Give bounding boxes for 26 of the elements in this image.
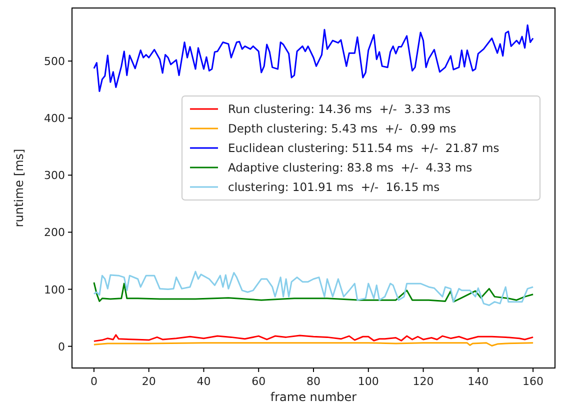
x-tick-label: 160 xyxy=(522,375,544,388)
x-tick-label: 100 xyxy=(358,375,379,388)
y-axis-title: runtime [ms] xyxy=(12,148,26,228)
y-tick-label: 400 xyxy=(44,112,65,126)
legend-label: Adaptive clustering: 83.8 ms +/- 4.33 ms xyxy=(228,160,472,174)
y-tick-label: 300 xyxy=(44,169,65,182)
legend-label: clustering: 101.91 ms +/- 16.15 ms xyxy=(228,180,440,194)
y-tick-label: 0 xyxy=(58,340,65,354)
line-series xyxy=(93,24,534,92)
y-tick-label: 100 xyxy=(44,283,65,296)
legend-label: Run clustering: 14.36 ms +/- 3.33 ms xyxy=(228,102,451,116)
x-tick-label: 0 xyxy=(90,375,98,388)
x-tick-label: 20 xyxy=(142,375,156,388)
x-axis-title: frame number xyxy=(270,390,357,404)
line-series xyxy=(93,282,534,303)
y-tick-label: 200 xyxy=(44,226,65,240)
legend-label: Euclidean clustering: 511.54 ms +/- 21.87 ms xyxy=(228,141,500,155)
x-tick-label: 140 xyxy=(468,375,489,388)
legend-label: Depth clustering: 5.43 ms +/- 0.99 ms xyxy=(228,122,456,136)
line-series xyxy=(93,334,534,342)
x-tick-label: 120 xyxy=(412,375,434,388)
x-tick-label: 60 xyxy=(252,375,266,388)
x-tick-label: 40 xyxy=(196,375,211,388)
y-tick-label: 500 xyxy=(44,55,65,68)
x-tick-label: 80 xyxy=(306,375,320,388)
line-series xyxy=(93,270,534,306)
